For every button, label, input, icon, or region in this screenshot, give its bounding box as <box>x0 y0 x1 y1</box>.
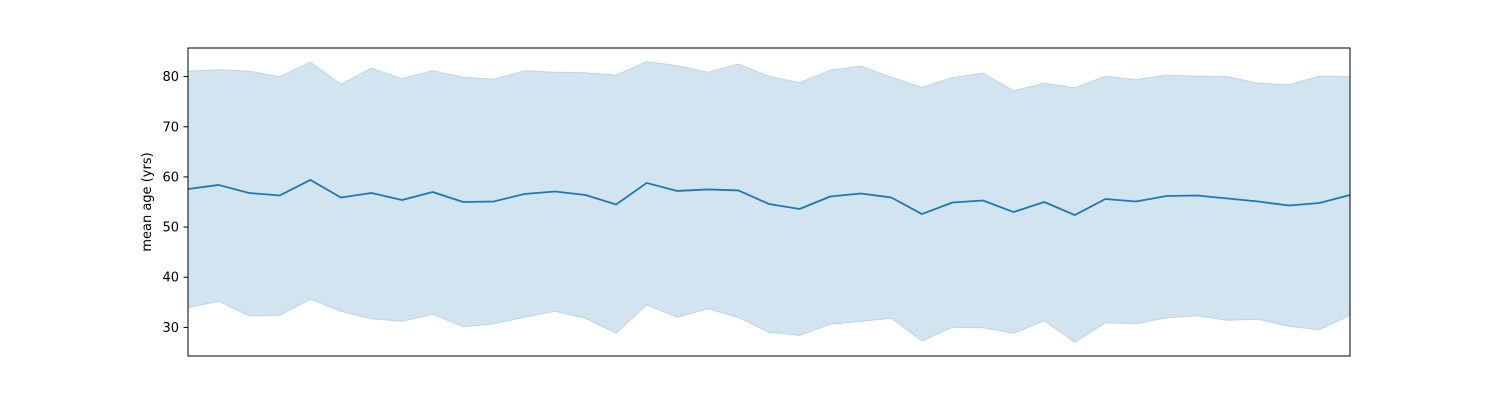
y-tick-label: 40 <box>162 271 179 286</box>
mean-line-layer <box>187 179 1351 216</box>
y-axis-label: mean age (yrs) <box>140 152 155 251</box>
y-tick-label: 50 <box>162 221 179 236</box>
y-tick-label: 60 <box>162 170 179 185</box>
plot-area-background <box>188 48 1350 356</box>
range-band-layer <box>187 61 1351 344</box>
mean-line-series-0 <box>187 179 1351 216</box>
y-tick-label: 30 <box>162 321 179 336</box>
y-tick-label: 80 <box>162 70 179 85</box>
y-axis-ticks: 30 40 50 60 70 80 <box>162 70 188 336</box>
range-band-series-0 <box>187 61 1351 344</box>
plot-area-frame <box>187 47 1351 357</box>
y-tick-label: 70 <box>162 120 179 135</box>
